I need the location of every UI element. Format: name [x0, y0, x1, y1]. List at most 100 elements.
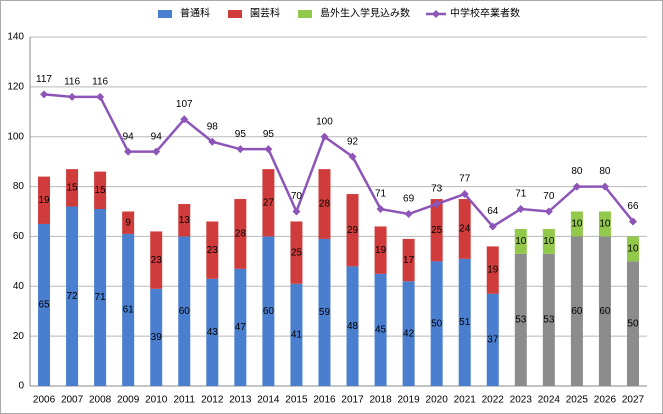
data-label: 23 — [207, 245, 219, 256]
bar-segment — [570, 211, 583, 237]
data-label: 65 — [38, 300, 50, 311]
y-tick-label: 60 — [13, 231, 25, 242]
y-tick-label: 40 — [13, 281, 25, 292]
data-label: 98 — [207, 121, 219, 132]
bar-segment — [486, 293, 499, 386]
x-tick-label: 2019 — [397, 395, 420, 406]
line-marker — [152, 147, 161, 156]
line-marker — [208, 137, 217, 146]
data-label: 117 — [36, 74, 52, 85]
data-label: 27 — [263, 197, 275, 208]
line-marker — [180, 115, 189, 124]
data-label: 50 — [431, 318, 443, 329]
data-label: 19 — [375, 245, 387, 256]
data-label: 95 — [263, 129, 275, 140]
bar-segment — [262, 169, 275, 237]
line-marker — [348, 152, 357, 161]
y-tick-label: 120 — [7, 81, 24, 92]
x-tick-label: 2014 — [257, 395, 280, 406]
legend-swatch — [158, 10, 172, 18]
line-marker — [320, 132, 329, 141]
data-label: 92 — [347, 136, 359, 147]
data-label: 60 — [571, 306, 583, 317]
line-marker — [404, 209, 413, 218]
data-label: 24 — [459, 224, 471, 235]
x-tick-label: 2021 — [454, 395, 477, 406]
data-label: 25 — [291, 247, 303, 258]
y-tick-label: 80 — [13, 181, 25, 192]
data-label: 80 — [599, 166, 611, 177]
x-tick-label: 2006 — [33, 395, 56, 406]
data-label: 10 — [599, 219, 611, 230]
legend-label: 島外生入学見込み数 — [320, 7, 410, 20]
line-marker — [516, 205, 525, 214]
x-tick-label: 2010 — [145, 395, 168, 406]
bar-segment — [346, 194, 359, 267]
bar-segment — [458, 258, 471, 386]
bar-segment — [514, 228, 527, 254]
data-label: 48 — [347, 321, 359, 332]
bar-segment — [458, 199, 471, 259]
data-label: 10 — [627, 244, 639, 255]
data-label: 47 — [235, 322, 247, 333]
data-label: 43 — [207, 327, 219, 338]
data-label: 116 — [64, 76, 80, 87]
data-label: 19 — [38, 195, 50, 206]
data-label: 53 — [515, 315, 527, 326]
bar-segment — [570, 236, 583, 386]
bar-segment — [626, 236, 639, 262]
bar-segment — [402, 238, 415, 282]
data-label: 15 — [67, 182, 79, 193]
bar-segment — [346, 266, 359, 386]
x-tick-label: 2015 — [285, 395, 308, 406]
bar-segment — [206, 221, 219, 279]
bar-segment — [234, 199, 247, 269]
data-label: 64 — [487, 206, 499, 217]
bar-segment — [122, 233, 135, 386]
bar-segment — [374, 226, 387, 274]
data-label: 94 — [123, 131, 135, 142]
data-label: 42 — [403, 328, 415, 339]
legend-swatch — [298, 10, 312, 18]
bar-segment — [122, 211, 135, 234]
line-marker — [600, 182, 609, 191]
bar-segment — [178, 236, 191, 386]
x-tick-label: 2024 — [538, 395, 561, 406]
legend-swatch — [228, 10, 242, 18]
bar-segment — [94, 209, 107, 386]
bar-segment — [430, 261, 443, 386]
x-tick-label: 2016 — [313, 395, 336, 406]
bar-segment — [430, 199, 443, 262]
data-label: 10 — [571, 219, 583, 230]
data-label: 60 — [599, 306, 611, 317]
bar-segment — [402, 281, 415, 386]
y-tick-label: 20 — [13, 331, 25, 342]
line-marker — [572, 182, 581, 191]
bar-segment — [290, 221, 303, 284]
bar-segment — [178, 204, 191, 237]
data-label: 59 — [319, 307, 331, 318]
line-marker — [40, 90, 49, 99]
data-label: 41 — [291, 330, 303, 341]
line-marker — [628, 217, 637, 226]
x-tick-label: 2012 — [201, 395, 224, 406]
data-label: 70 — [543, 191, 555, 202]
y-tick-label: 140 — [7, 32, 24, 43]
x-tick-label: 2009 — [117, 395, 140, 406]
data-label: 95 — [235, 129, 247, 140]
bar-segment — [486, 246, 499, 294]
data-label: 60 — [263, 306, 275, 317]
x-tick-label: 2027 — [622, 395, 645, 406]
line-marker — [292, 207, 301, 216]
data-label: 61 — [123, 305, 135, 316]
data-label: 53 — [543, 315, 555, 326]
line-marker — [544, 207, 553, 216]
line-marker — [376, 205, 385, 214]
bar-segment — [66, 206, 79, 386]
line-marker — [236, 145, 245, 154]
data-label: 100 — [316, 116, 333, 127]
bar-segment — [38, 223, 51, 386]
line-marker — [96, 92, 105, 101]
data-label: 77 — [459, 174, 471, 185]
bar-segment — [290, 283, 303, 386]
